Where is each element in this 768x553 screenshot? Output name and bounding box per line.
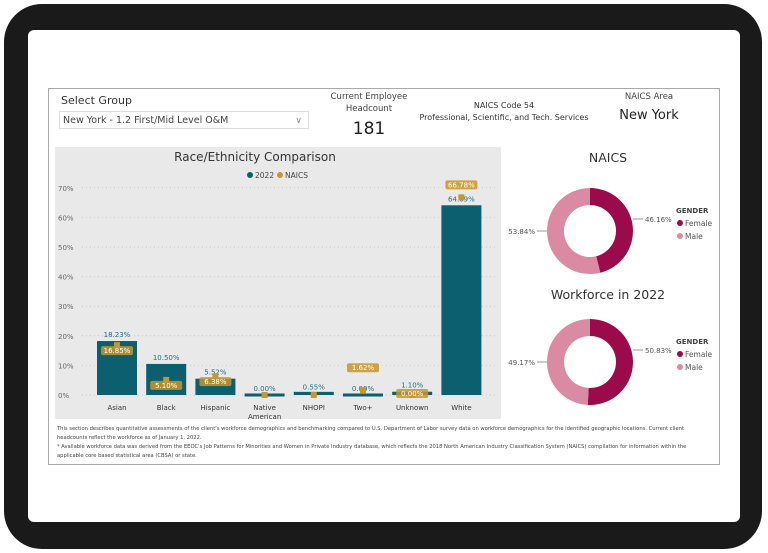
y-tick-label: 0% (58, 392, 69, 400)
legend-marker-NAICS (277, 172, 283, 178)
x-tick-label: Hispanic (200, 404, 230, 412)
legend-marker-Female (677, 351, 683, 357)
legend-marker-2022 (247, 172, 253, 178)
bar-label-naics: 6.38% (204, 378, 227, 386)
x-tick-label: NHOPI (303, 404, 325, 412)
naics-code-desc: Professional, Scientific, and Tech. Serv… (419, 113, 589, 122)
legend-marker-Female (677, 220, 683, 226)
bar-label-2022: 18.23% (104, 331, 131, 339)
y-tick-label: 70% (58, 185, 74, 193)
bar-label-naics: 5.10% (155, 382, 178, 390)
bar-2022-White (441, 205, 482, 395)
naics-marker-Native American (261, 392, 268, 398)
footnote-line1: This section describes quantitative asse… (57, 426, 684, 441)
select-group-label: Select Group (61, 94, 132, 107)
naics-code-number: NAICS Code 54 (473, 101, 535, 110)
naics-marker-Asian (114, 342, 120, 349)
naics-area-value: New York (619, 108, 679, 123)
donut-label-male: 49.17% (508, 359, 535, 367)
legend-title: GENDER (676, 207, 709, 215)
y-tick-label: 40% (58, 274, 74, 282)
naics-label-bg (396, 389, 429, 398)
legend-label-Female: Female (685, 350, 713, 359)
legend-marker-Male (677, 364, 683, 370)
select-group-dropdown[interactable]: New York - 1.2 First/Mid Level O&M ∨ (59, 111, 309, 129)
bar-label-naics: 0.00% (401, 390, 424, 398)
y-tick-label: 30% (58, 303, 74, 311)
y-tick-label: 50% (58, 244, 74, 252)
legend-title: GENDER (676, 338, 709, 346)
x-tick-label: Native (253, 404, 276, 412)
x-tick-label: Asian (107, 404, 126, 412)
legend-label-NAICS: NAICS (285, 171, 308, 180)
donut-title: Workforce in 2022 (551, 287, 665, 302)
naics-marker-Hispanic (212, 373, 219, 380)
bar-label-2022: 10.50% (153, 354, 180, 362)
donut-slice-Male (547, 188, 601, 274)
y-tick-label: 20% (58, 333, 74, 341)
donut-slice-Female (587, 319, 634, 406)
legend-label-Female: Female (685, 219, 713, 228)
donut-slice-Female (590, 188, 634, 273)
bar-label-naics: 16.85% (104, 347, 131, 355)
bar-label-2022: 0.55% (303, 383, 326, 391)
x-tick-label: White (451, 404, 471, 412)
legend-label-Male: Male (685, 232, 703, 241)
donut-slice-Male (547, 319, 590, 405)
legend-label-Male: Male (685, 363, 703, 372)
naics-marker-White (458, 194, 465, 201)
chevron-down-icon: ∨ (295, 116, 302, 126)
x-tick-label: American (248, 413, 281, 421)
naics-code: NAICS Code 54 Professional, Scientific, a… (409, 100, 599, 124)
bar-chart-title: Race/Ethnicity Comparison (174, 150, 336, 164)
donut-label-male: 53.84% (508, 228, 535, 236)
footnote-line2: * Available workforce data was derived f… (57, 444, 687, 459)
x-tick-label: Two+ (353, 404, 373, 412)
legend-marker-Male (677, 233, 683, 239)
headcount-label-2: Headcount (345, 104, 393, 114)
headcount-value: 181 (352, 119, 386, 139)
bar-2022-Two+ (343, 393, 383, 397)
bar-label-2022: 5.52% (204, 369, 227, 377)
bar-label-2022: 0.00% (253, 385, 276, 393)
headcount-label: Current Employee Headcount (319, 91, 419, 115)
naics-marker-Black (163, 376, 170, 383)
naics-label-bg (347, 363, 379, 373)
naics-label-bg (199, 377, 232, 387)
donut-label-female: 46.16% (645, 216, 672, 224)
y-tick-label: 10% (58, 362, 74, 370)
naics-label-bg (445, 180, 478, 190)
naics-marker-NHOPI (310, 392, 317, 398)
footnote: This section describes quantitative asse… (57, 425, 712, 461)
donut-title: NAICS (589, 150, 627, 165)
naics-label-bg (150, 380, 183, 390)
x-tick-label: Unknown (396, 404, 429, 412)
bar-label-naics: 1.62% (352, 364, 375, 372)
select-group-value: New York - 1.2 First/Mid Level O&M (63, 115, 229, 126)
donut-label-female: 50.83% (645, 347, 672, 355)
naics-area-label: NAICS Area (624, 92, 674, 102)
legend-label-2022: 2022 (255, 171, 274, 180)
x-tick-label: Black (157, 404, 177, 412)
headcount-label-1: Current Employee (330, 92, 408, 102)
report-panel: Select Group New York - 1.2 First/Mid Le… (48, 88, 720, 465)
y-tick-label: 60% (58, 214, 74, 222)
naics-label-bg (101, 346, 133, 356)
bar-label-naics: 66.78% (448, 181, 475, 189)
naics-marker-Two+ (360, 387, 366, 394)
bar-label-2022: 1.10% (401, 382, 424, 390)
